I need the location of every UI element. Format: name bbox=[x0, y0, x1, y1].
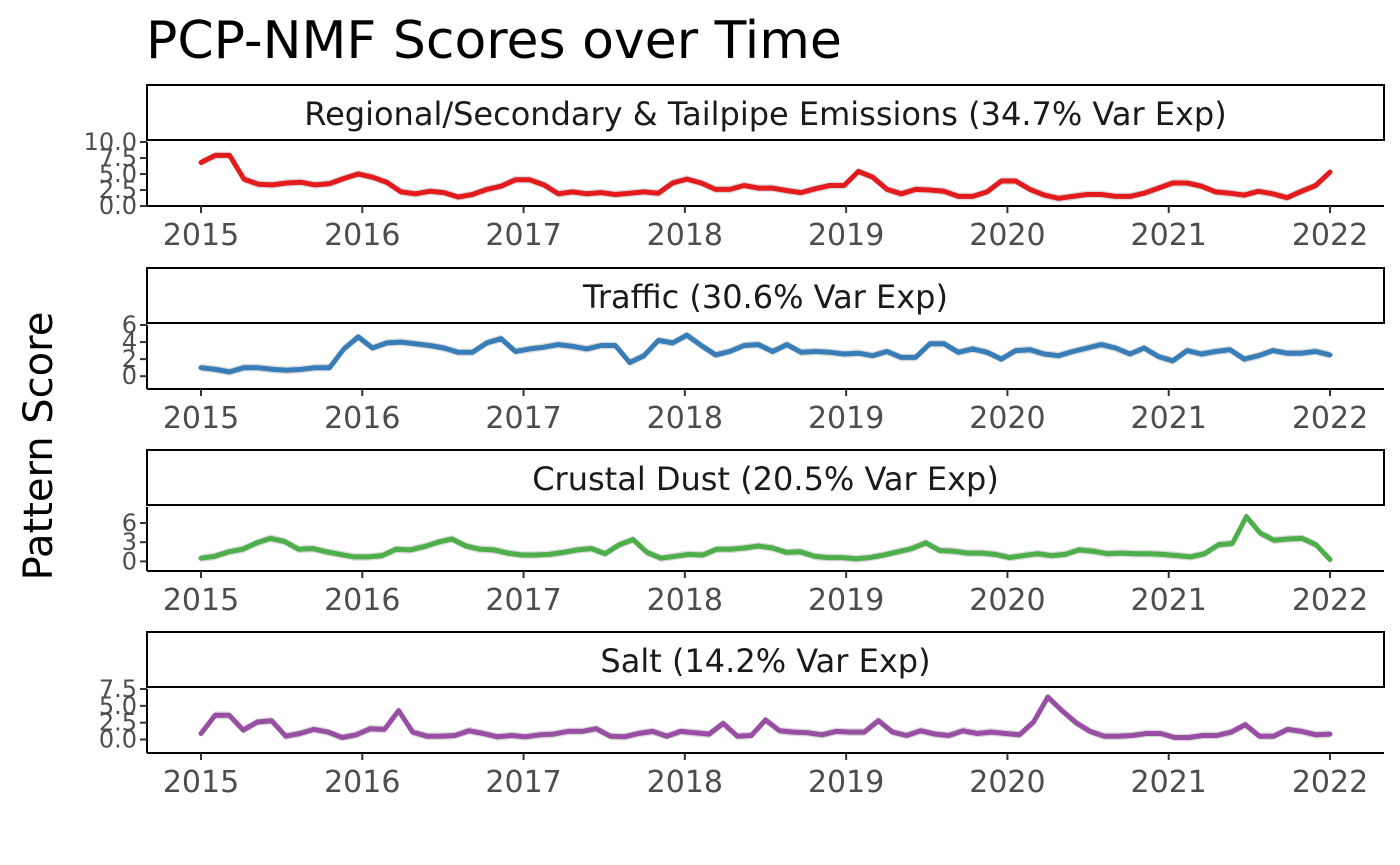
x-tick-label: 2020 bbox=[969, 583, 1045, 618]
x-tick-label: 2015 bbox=[163, 765, 239, 800]
y-tick-label: 7.5 bbox=[99, 675, 137, 703]
x-tick-label: 2020 bbox=[969, 401, 1045, 436]
series-line bbox=[198, 332, 1333, 375]
x-tick-label: 2018 bbox=[647, 401, 723, 436]
panels: Regional/Secondary & Tailpipe Emissions … bbox=[84, 84, 1385, 800]
x-tick-label: 2020 bbox=[969, 765, 1045, 800]
strip-box bbox=[146, 631, 1385, 688]
y-tick-label: 7.5 bbox=[99, 144, 137, 172]
x-tick-label: 2017 bbox=[485, 583, 561, 618]
panel-4: Salt (14.2% Var Exp) 0.02.55.07.5 2015 2016… bbox=[99, 631, 1385, 800]
x-tick-label: 2018 bbox=[647, 583, 723, 618]
x-tick-label: 2016 bbox=[324, 765, 400, 800]
x-tick-label: 2016 bbox=[324, 218, 400, 253]
y-tick-label: 5.0 bbox=[99, 160, 137, 188]
series-line bbox=[198, 152, 1333, 201]
y-tick-label: 2 bbox=[122, 345, 137, 373]
x-tick-label: 2021 bbox=[1131, 218, 1207, 253]
x-tick-label: 2016 bbox=[324, 583, 400, 618]
confidence-band bbox=[201, 693, 1330, 742]
y-axis-label: Pattern Score bbox=[16, 312, 62, 581]
strip-label: Traffic (30.6% Var Exp) bbox=[582, 278, 948, 316]
x-tick-label: 2022 bbox=[1292, 218, 1368, 253]
strip-box bbox=[146, 84, 1385, 141]
strip-label: Crustal Dust (20.5% Var Exp) bbox=[532, 460, 999, 498]
x-tick-label: 2020 bbox=[969, 218, 1045, 253]
x-tick-label: 2022 bbox=[1292, 583, 1368, 618]
x-tick-label: 2021 bbox=[1131, 765, 1207, 800]
y-tick-label: 0 bbox=[122, 362, 137, 390]
y-tick-label: 2.5 bbox=[99, 176, 137, 204]
y-tick-label: 0.0 bbox=[99, 726, 137, 754]
x-tick-label: 2021 bbox=[1131, 401, 1207, 436]
strip-box bbox=[146, 449, 1385, 506]
series-line bbox=[198, 514, 1333, 562]
chart-title: PCP-NMF Scores over Time bbox=[146, 11, 842, 71]
strip-label: Salt (14.2% Var Exp) bbox=[600, 642, 930, 680]
y-tick-label: 0 bbox=[122, 547, 137, 575]
x-tick-label: 2017 bbox=[485, 765, 561, 800]
y-tick-label: 3 bbox=[122, 528, 137, 556]
y-tick-label: 6 bbox=[122, 509, 137, 537]
panel-1: Regional/Secondary & Tailpipe Emissions … bbox=[84, 84, 1385, 253]
strip-label: Regional/Secondary & Tailpipe Emissions … bbox=[304, 95, 1226, 133]
x-tick-label: 2019 bbox=[808, 765, 884, 800]
x-tick-label: 2022 bbox=[1292, 401, 1368, 436]
x-tick-label: 2018 bbox=[647, 765, 723, 800]
y-tick-label: 2.5 bbox=[99, 709, 137, 737]
y-tick-label: 4 bbox=[122, 328, 137, 356]
y-tick-label: 10.0 bbox=[84, 128, 137, 156]
series-line bbox=[198, 694, 1333, 740]
x-tick-label: 2015 bbox=[163, 583, 239, 618]
y-tick-label: 6 bbox=[122, 311, 137, 339]
x-tick-label: 2021 bbox=[1131, 583, 1207, 618]
confidence-band bbox=[201, 331, 1330, 376]
x-tick-label: 2019 bbox=[808, 401, 884, 436]
x-tick-label: 2017 bbox=[485, 218, 561, 253]
y-tick-label: 0.0 bbox=[99, 192, 137, 220]
strip-box bbox=[146, 267, 1385, 324]
x-tick-label: 2019 bbox=[808, 583, 884, 618]
panel-3: Crustal Dust (20.5% Var Exp) 036 2015 2016 2… bbox=[122, 449, 1385, 618]
x-tick-label: 2022 bbox=[1292, 765, 1368, 800]
x-tick-label: 2015 bbox=[163, 401, 239, 436]
x-tick-label: 2015 bbox=[163, 218, 239, 253]
y-tick-label: 5.0 bbox=[99, 692, 137, 720]
x-tick-label: 2017 bbox=[485, 401, 561, 436]
x-tick-label: 2019 bbox=[808, 218, 884, 253]
x-tick-label: 2016 bbox=[324, 401, 400, 436]
x-tick-label: 2018 bbox=[647, 218, 723, 253]
